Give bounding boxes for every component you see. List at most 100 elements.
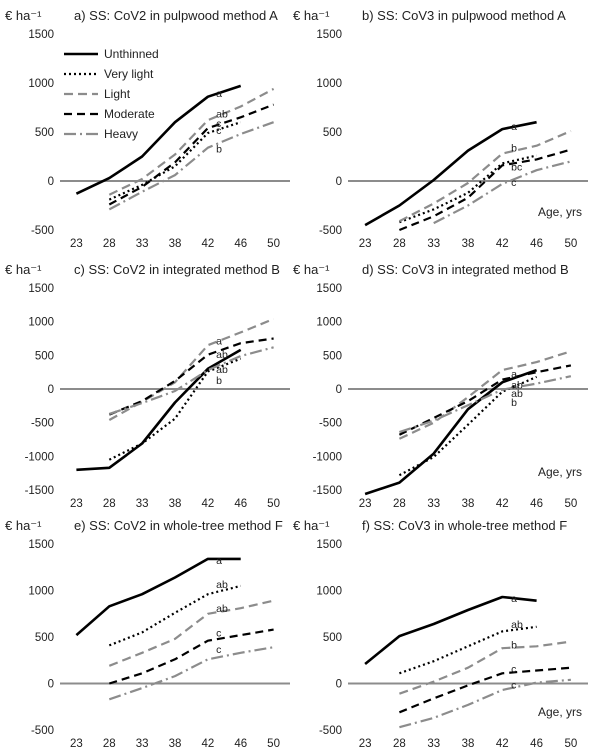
significance-label: a [216, 555, 222, 567]
panel-title: c) SS: CoV2 in integrated method B [74, 262, 280, 277]
series-line-moderate [398, 364, 572, 436]
y-unit-label: € ha⁻¹ [5, 518, 42, 533]
y-tick-label: 500 [323, 350, 342, 362]
x-tick-label: 42 [496, 498, 509, 510]
y-tick-label: -500 [319, 725, 342, 737]
age-axis-label: Age, yrs [538, 705, 582, 719]
significance-label: a [216, 88, 222, 100]
series-line-light [399, 640, 572, 695]
y-unit-label: € ha⁻¹ [293, 518, 330, 533]
y-tick-label: -500 [31, 725, 54, 737]
x-tick-label: 33 [427, 498, 440, 510]
y-tick-label: 0 [48, 176, 54, 188]
x-tick-label: 42 [201, 238, 214, 250]
significance-label: a [511, 121, 517, 133]
significance-label: c [511, 177, 516, 189]
significance-label: c [216, 118, 221, 130]
y-tick-label: 1500 [316, 29, 342, 41]
significance-label: a [511, 369, 517, 381]
x-tick-label: 23 [359, 738, 372, 750]
series-line-very-light [399, 154, 537, 224]
significance-label: a [511, 593, 517, 605]
y-tick-label: 1500 [28, 539, 54, 551]
y-tick-label: -1000 [25, 451, 54, 463]
y-tick-label: -1000 [313, 451, 342, 463]
series-line-moderate [108, 103, 274, 206]
y-tick-label: 1500 [28, 29, 54, 41]
significance-label: c [216, 125, 221, 137]
y-tick-label: -500 [319, 418, 342, 430]
y-tick-label: 1500 [316, 283, 342, 295]
series-line-light [398, 350, 572, 440]
x-tick-label: 50 [267, 238, 280, 250]
y-tick-label: 1500 [316, 539, 342, 551]
significance-label: ab [216, 349, 228, 361]
x-tick-label: 46 [530, 498, 543, 510]
legend-label-light: Light [104, 87, 131, 101]
y-tick-label: 0 [336, 176, 342, 188]
x-tick-label: 46 [530, 238, 543, 250]
x-tick-label: 23 [70, 498, 83, 510]
x-tick-label: 23 [359, 238, 372, 250]
significance-label: ab [511, 388, 523, 400]
legend: Unthinned Very light Light Moderate Heavy [64, 47, 159, 141]
significance-label: c [511, 664, 516, 676]
legend-label-unthinned: Unthinned [104, 47, 159, 61]
x-tick-label: 38 [462, 738, 475, 750]
y-tick-label: 1000 [316, 78, 342, 90]
x-tick-label: 28 [393, 738, 406, 750]
y-tick-label: 1000 [28, 317, 54, 329]
series-line-very-light [398, 375, 538, 477]
y-unit-label: € ha⁻¹ [293, 262, 330, 277]
x-tick-label: 50 [267, 738, 280, 750]
x-tick-label: 50 [267, 498, 280, 510]
y-tick-label: 0 [336, 384, 342, 396]
series-line-unthinned [364, 368, 538, 496]
x-tick-label: 28 [103, 738, 116, 750]
x-tick-label: 28 [393, 498, 406, 510]
x-tick-label: 50 [564, 498, 577, 510]
panel-title: a) SS: CoV2 in pulpwood method A [74, 8, 278, 23]
x-tick-label: 38 [169, 498, 182, 510]
x-tick-label: 38 [169, 738, 182, 750]
x-tick-label: 33 [427, 738, 440, 750]
series-line-heavy [399, 375, 572, 434]
x-tick-label: 28 [103, 238, 116, 250]
significance-label: b [216, 144, 222, 156]
y-tick-label: 1000 [316, 317, 342, 329]
x-tick-label: 38 [462, 498, 475, 510]
y-tick-label: 1500 [28, 283, 54, 295]
series-line-light [398, 129, 572, 223]
chart-panel-f: f) SS: CoV3 in whole-tree method F € ha⁻¹… [293, 518, 588, 750]
legend-label-moderate: Moderate [104, 107, 155, 121]
significance-label: c [216, 644, 221, 656]
x-tick-label: 50 [564, 238, 577, 250]
legend-label-very-light: Very light [104, 67, 154, 81]
chart-panel-e: e) SS: CoV2 in whole-tree method F € ha⁻¹… [5, 518, 290, 750]
significance-label: c [216, 627, 221, 639]
y-tick-label: -1500 [25, 485, 54, 497]
x-tick-label: 38 [462, 238, 475, 250]
panel-title: f) SS: CoV3 in whole-tree method F [362, 518, 567, 533]
y-tick-label: 0 [48, 679, 54, 691]
y-tick-label: 1000 [28, 78, 54, 90]
x-tick-label: 42 [201, 738, 214, 750]
y-tick-label: 500 [35, 350, 54, 362]
series-line-unthinned [75, 84, 242, 195]
series-line-moderate [108, 337, 274, 416]
panel-title: b) SS: CoV3 in pulpwood method A [362, 8, 566, 23]
significance-label: b [511, 397, 517, 409]
legend-label-heavy: Heavy [104, 127, 138, 141]
age-axis-label: Age, yrs [538, 205, 582, 219]
chart-panel-d: d) SS: CoV3 in integrated method B € ha⁻¹… [293, 262, 588, 510]
y-tick-label: 500 [323, 632, 342, 644]
significance-label: ab [511, 379, 523, 391]
x-tick-label: 50 [564, 738, 577, 750]
series-line-unthinned [75, 557, 241, 637]
y-unit-label: € ha⁻¹ [293, 8, 330, 23]
y-tick-label: 0 [336, 679, 342, 691]
significance-label: ab [216, 579, 228, 591]
significance-label: ab [216, 603, 228, 615]
series-line-heavy [108, 646, 274, 701]
series-line-heavy [433, 160, 572, 225]
